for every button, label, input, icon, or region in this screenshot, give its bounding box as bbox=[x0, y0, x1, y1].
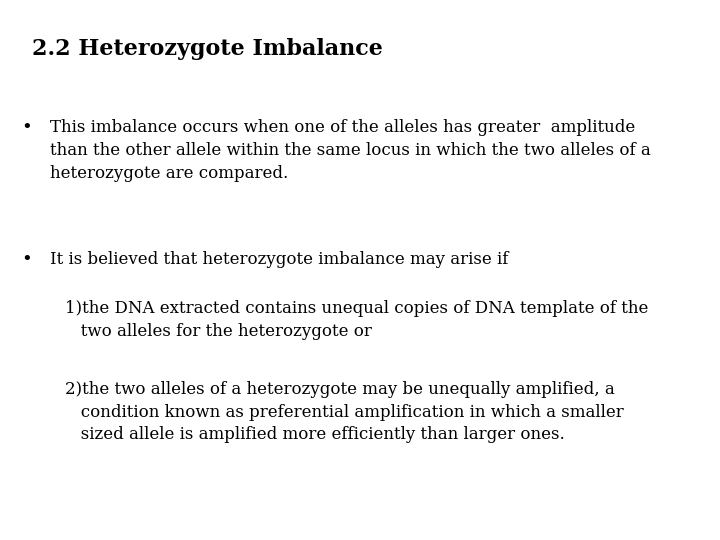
Text: •: • bbox=[22, 119, 32, 137]
Text: This imbalance occurs when one of the alleles has greater  amplitude
than the ot: This imbalance occurs when one of the al… bbox=[50, 119, 651, 181]
Text: 2.2 Heterozygote Imbalance: 2.2 Heterozygote Imbalance bbox=[32, 38, 383, 60]
Text: •: • bbox=[22, 251, 32, 269]
Text: 2)the two alleles of a heterozygote may be unequally amplified, a
   condition k: 2)the two alleles of a heterozygote may … bbox=[65, 381, 624, 443]
Text: It is believed that heterozygote imbalance may arise if: It is believed that heterozygote imbalan… bbox=[50, 251, 509, 268]
Text: 1)the DNA extracted contains unequal copies of DNA template of the
   two allele: 1)the DNA extracted contains unequal cop… bbox=[65, 300, 648, 340]
